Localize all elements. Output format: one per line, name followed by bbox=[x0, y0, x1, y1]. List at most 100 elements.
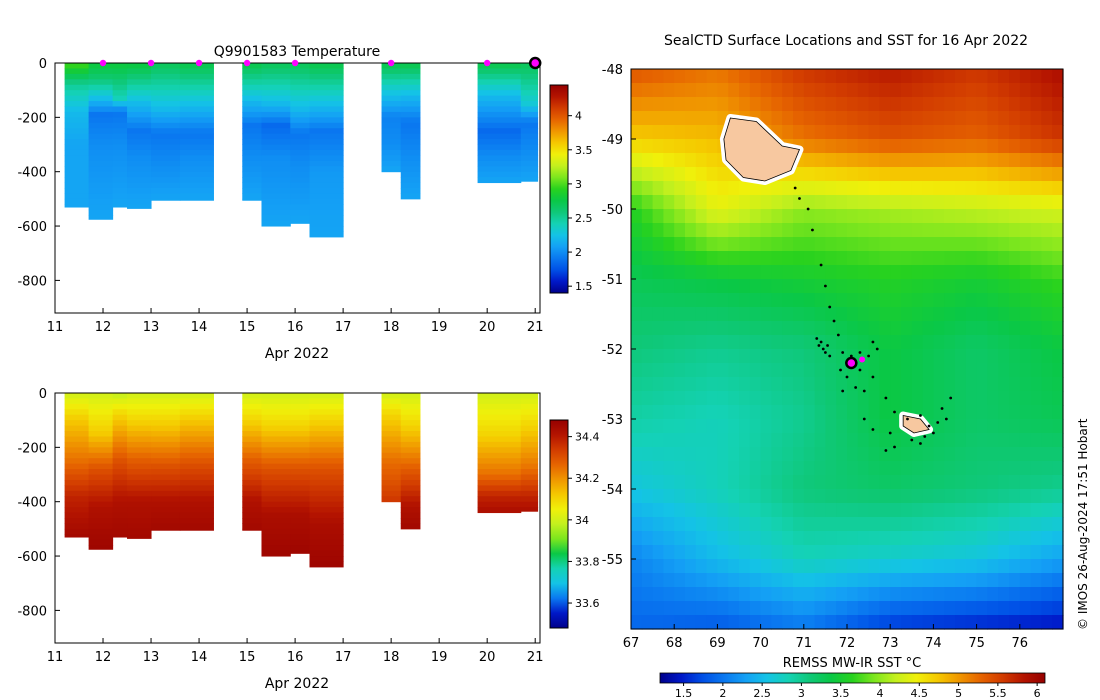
sst-cell bbox=[825, 97, 837, 112]
profile-cell bbox=[112, 463, 128, 470]
sst-cell bbox=[998, 349, 1010, 364]
profile-cell bbox=[127, 463, 152, 470]
profile-cell bbox=[112, 447, 128, 454]
sst-cell bbox=[706, 125, 718, 140]
sst-cell bbox=[749, 461, 762, 476]
sst-cell bbox=[976, 489, 988, 504]
profile-cell bbox=[242, 485, 262, 492]
sst-cell bbox=[955, 447, 967, 462]
sst-cell bbox=[987, 419, 999, 434]
profile-cell bbox=[309, 133, 344, 140]
sst-cell bbox=[955, 209, 967, 224]
sst-cell bbox=[976, 601, 988, 616]
track-point bbox=[871, 428, 875, 431]
sst-cell bbox=[890, 321, 902, 336]
profile-cell bbox=[520, 447, 539, 454]
profile-cell bbox=[242, 144, 262, 151]
sst-cell bbox=[879, 97, 891, 112]
sst-cell bbox=[706, 167, 718, 182]
sst-cell bbox=[1019, 307, 1032, 322]
sst-cell bbox=[771, 223, 783, 238]
sst-cell bbox=[1052, 475, 1064, 490]
sst-cell bbox=[1041, 391, 1053, 406]
sst-cell bbox=[739, 573, 751, 588]
profile-cell bbox=[151, 139, 181, 146]
sst-cell bbox=[965, 531, 978, 546]
sst-cell bbox=[803, 447, 816, 462]
sst-cell bbox=[782, 279, 794, 294]
profile-cell bbox=[520, 501, 539, 508]
sst-cell bbox=[868, 433, 880, 448]
track-point bbox=[871, 375, 875, 379]
sst-cell bbox=[1019, 335, 1032, 350]
depth-profile bbox=[88, 63, 114, 220]
sst-cell bbox=[998, 615, 1010, 630]
sst-cell bbox=[933, 237, 945, 252]
profile-cell bbox=[127, 436, 152, 443]
sst-cell bbox=[847, 517, 859, 532]
sst-cell bbox=[836, 503, 848, 518]
sst-cell bbox=[998, 167, 1010, 182]
profile-cell bbox=[290, 144, 311, 151]
depth-profile bbox=[477, 393, 522, 514]
temperature-section-chart: Q9901583 Temperature 11 12 13 14 15 16 17 18 19 2… bbox=[17, 44, 592, 362]
profile-cell bbox=[64, 479, 90, 486]
sst-cell bbox=[836, 265, 848, 280]
profile-cell bbox=[64, 106, 90, 113]
profile-cell bbox=[381, 485, 402, 492]
sst-cell bbox=[965, 321, 978, 336]
sst-cell bbox=[652, 209, 664, 224]
profile-cell bbox=[112, 63, 128, 69]
profile-cell bbox=[477, 398, 522, 405]
profile-cell bbox=[64, 73, 90, 80]
sst-cell bbox=[879, 587, 891, 602]
sst-cell bbox=[631, 97, 643, 112]
sst-cell bbox=[847, 153, 859, 168]
sst-cell bbox=[793, 83, 805, 98]
sst-cell bbox=[879, 181, 891, 196]
sst-cell bbox=[847, 181, 859, 196]
sst-cell bbox=[717, 111, 729, 126]
sst-cell bbox=[1052, 265, 1064, 280]
profile-cell bbox=[64, 534, 90, 538]
sst-cell bbox=[1052, 517, 1064, 532]
profile-cell bbox=[477, 117, 522, 124]
profile-cell bbox=[127, 188, 152, 194]
track-point bbox=[919, 442, 922, 445]
profile-cell bbox=[520, 84, 539, 91]
sst-cell bbox=[739, 265, 751, 280]
depth-profile bbox=[179, 63, 214, 201]
profile-cell bbox=[112, 149, 128, 156]
colorbar-tick-label: 33.8 bbox=[575, 555, 600, 568]
sst-cell bbox=[803, 531, 816, 546]
depth-profile bbox=[290, 63, 311, 224]
colorbar-tick-label: 2 bbox=[719, 687, 726, 700]
profile-cell bbox=[261, 469, 291, 476]
sst-cell bbox=[1030, 503, 1042, 518]
sst-cell bbox=[706, 251, 718, 266]
sst-cell bbox=[685, 475, 697, 490]
sst-cell bbox=[739, 601, 751, 616]
sst-cell bbox=[803, 335, 816, 350]
profile-cell bbox=[309, 160, 344, 167]
profile-cell bbox=[64, 171, 90, 178]
sst-cell bbox=[728, 97, 740, 112]
sst-cell bbox=[890, 517, 902, 532]
sst-cell bbox=[749, 475, 762, 490]
sst-cell bbox=[717, 447, 729, 462]
sst-cell bbox=[803, 461, 816, 476]
profile-cell bbox=[179, 398, 214, 405]
sst-cell bbox=[890, 167, 902, 182]
sst-cell bbox=[663, 405, 675, 420]
sst-cell bbox=[933, 195, 945, 210]
profile-cell bbox=[127, 447, 152, 454]
sst-cell bbox=[728, 531, 740, 546]
sst-cell bbox=[868, 237, 880, 252]
sst-cell bbox=[803, 251, 816, 266]
sst-cell bbox=[793, 321, 805, 336]
profile-cell bbox=[400, 133, 421, 140]
profile-cell bbox=[242, 414, 262, 421]
profile-cell bbox=[309, 501, 344, 508]
sst-cell bbox=[847, 587, 859, 602]
sst-cell bbox=[1052, 181, 1064, 196]
